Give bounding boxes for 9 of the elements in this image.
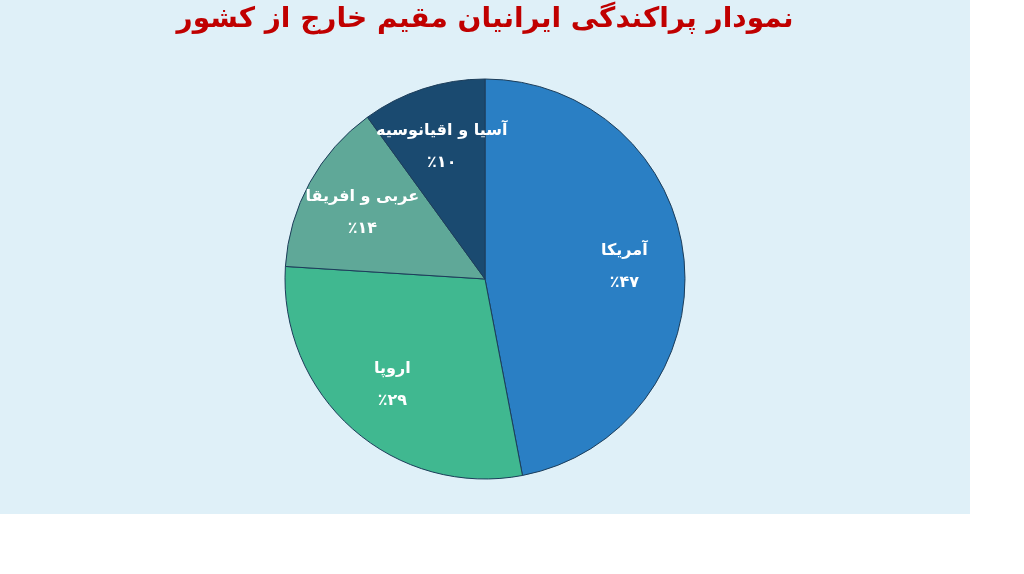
data-label: ٪۱۰ — [427, 151, 457, 171]
slice-label: آسیا و اقیانوسیه — [376, 118, 508, 139]
chart-title: نمودار پراکندگی ایرانیان مقیم خارج از کشور — [174, 1, 794, 35]
slice-label: عربی و افریقا — [305, 185, 420, 205]
data-label: ٪۴۷ — [609, 271, 640, 291]
data-label: ٪۲۹ — [377, 390, 408, 410]
data-label: ٪۱۴ — [347, 217, 378, 237]
slice-label: اروپا — [374, 358, 411, 379]
slice-label: آمریکا — [601, 238, 649, 259]
